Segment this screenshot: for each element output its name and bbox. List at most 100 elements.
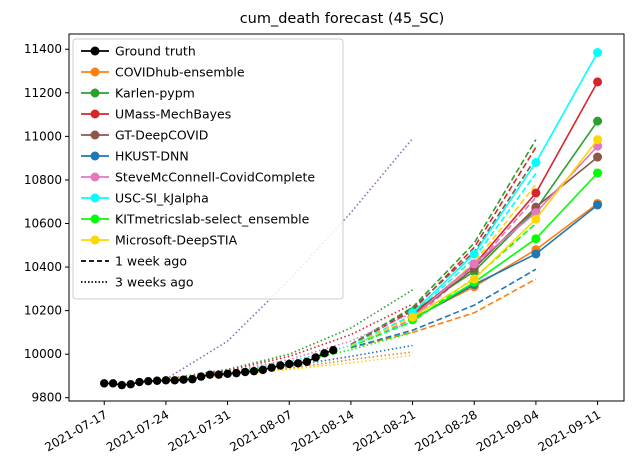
ground-truth-point bbox=[320, 349, 329, 358]
chart-title: cum_death forecast (45_SC) bbox=[240, 11, 445, 27]
forecast-point bbox=[593, 48, 603, 58]
x-tick-label: 2021-08-21 bbox=[351, 407, 418, 454]
forecast-point bbox=[531, 188, 541, 198]
y-tick-label: 10200 bbox=[24, 304, 62, 318]
past-forecast-line-14 bbox=[165, 331, 413, 380]
past-forecast-line-3 bbox=[350, 146, 537, 346]
forecast-point bbox=[469, 259, 479, 269]
y-tick-label: 11000 bbox=[24, 129, 62, 143]
legend-label: Microsoft-DeepSTIA bbox=[115, 233, 238, 248]
ground-truth-point bbox=[179, 375, 188, 384]
forecast-point bbox=[531, 214, 541, 224]
y-tick-label: 10400 bbox=[24, 260, 62, 274]
legend-label: Karlen-pypm bbox=[115, 86, 195, 101]
x-tick-label: 2021-08-07 bbox=[227, 407, 294, 454]
legend-marker bbox=[90, 130, 100, 140]
y-tick-label: 11400 bbox=[24, 42, 62, 56]
ground-truth-point bbox=[205, 370, 215, 379]
ground-truth-point bbox=[240, 367, 250, 377]
legend-label: USC-SI_kJalpha bbox=[115, 191, 209, 206]
forecast-point bbox=[531, 234, 541, 244]
past-forecast-line-1 bbox=[350, 268, 537, 349]
forecast-line-6 bbox=[412, 52, 599, 314]
ground-truth-point bbox=[135, 377, 144, 387]
legend-label: Ground truth bbox=[115, 44, 196, 59]
past-forecast-line-12 bbox=[165, 312, 413, 380]
ground-truth-point bbox=[276, 361, 285, 370]
legend-marker bbox=[90, 151, 100, 161]
y-tick-label: 10800 bbox=[24, 173, 62, 187]
legend-label: GT-DeepCOVID bbox=[115, 128, 208, 143]
x-tick-label: 2021-08-28 bbox=[412, 407, 479, 454]
y-tick-label: 10000 bbox=[24, 347, 62, 361]
forecast-point bbox=[531, 158, 541, 168]
legend-marker bbox=[90, 88, 100, 98]
x-tick-label: 2021-08-14 bbox=[289, 407, 356, 454]
forecast-point bbox=[531, 249, 541, 259]
ground-truth-point bbox=[232, 368, 241, 378]
ground-truth-point bbox=[188, 375, 197, 384]
ground-truth-point bbox=[214, 370, 223, 379]
forecast-lines bbox=[408, 48, 603, 325]
forecast-point bbox=[469, 249, 479, 259]
legend-marker bbox=[90, 235, 100, 245]
forecast-point bbox=[593, 135, 603, 145]
past-forecast-line-9 bbox=[165, 137, 414, 380]
past-forecast-line-2 bbox=[350, 139, 537, 346]
legend-label: 3 weeks ago bbox=[115, 275, 194, 290]
ground-truth-point bbox=[126, 380, 135, 389]
ground-truth-point bbox=[170, 376, 179, 385]
legend-box bbox=[72, 38, 344, 300]
y-tick-label: 10600 bbox=[24, 216, 62, 230]
x-tick-label: 2021-09-04 bbox=[474, 407, 541, 454]
legend-label: COVIDhub-ensemble bbox=[115, 65, 245, 80]
past-forecast-line-8 bbox=[350, 183, 537, 347]
forecast-line-7 bbox=[412, 172, 599, 321]
ground-truth-point bbox=[161, 376, 171, 385]
past-forecast-line-10 bbox=[165, 289, 414, 380]
legend-marker bbox=[90, 67, 100, 77]
legend-marker bbox=[90, 109, 100, 119]
legend-marker bbox=[90, 172, 100, 182]
ground-truth-point bbox=[302, 357, 312, 366]
ground-truth-point bbox=[285, 359, 294, 369]
past-forecast-line-0 bbox=[350, 278, 537, 349]
x-tick-label: 2021-07-24 bbox=[104, 407, 171, 454]
legend-label: 1 week ago bbox=[115, 254, 187, 269]
legend-label: SteveMcConnell-CovidComplete bbox=[115, 170, 315, 185]
forecast-point bbox=[593, 168, 603, 178]
x-tick-label: 2021-07-17 bbox=[42, 407, 109, 454]
ground-truth-point bbox=[196, 372, 206, 381]
past-forecast-line-7 bbox=[350, 222, 537, 348]
ground-truth-point bbox=[249, 366, 259, 376]
ground-truth-point bbox=[100, 379, 109, 388]
past-forecast-line-4 bbox=[350, 157, 537, 347]
forecast-point bbox=[593, 152, 603, 162]
ground-truth-point bbox=[258, 365, 268, 375]
plot-frame bbox=[68, 33, 625, 402]
ground-truth-point bbox=[311, 353, 320, 362]
legend-label: HKUST-DNN bbox=[115, 149, 189, 164]
ground-truth-point bbox=[144, 376, 153, 386]
legend-marker bbox=[90, 193, 100, 203]
x-tick-label: 2021-09-11 bbox=[536, 407, 603, 454]
ground-truth-point bbox=[223, 369, 232, 378]
forecast-point bbox=[593, 116, 603, 126]
x-tick-label: 2021-07-31 bbox=[166, 407, 233, 454]
forecast-point bbox=[408, 312, 418, 322]
ground-truth-point bbox=[329, 346, 338, 355]
legend-marker bbox=[90, 46, 100, 56]
ground-truth-point bbox=[117, 380, 127, 390]
legend-label: UMass-MechBayes bbox=[115, 107, 231, 122]
y-tick-label: 9800 bbox=[31, 391, 62, 405]
ground-truth-point bbox=[267, 363, 276, 372]
ground-truth-point bbox=[108, 379, 118, 388]
ground-truth-line bbox=[100, 346, 338, 390]
forecast-point bbox=[593, 141, 603, 151]
past-forecast-line-5 bbox=[350, 196, 537, 348]
legend-label: KITmetricslab-select_ensemble bbox=[115, 212, 310, 227]
legend-marker bbox=[90, 214, 100, 224]
forecast-point bbox=[593, 200, 603, 210]
legend: Ground truth COVIDhub-ensemble Karlen-pypm… bbox=[72, 38, 344, 300]
